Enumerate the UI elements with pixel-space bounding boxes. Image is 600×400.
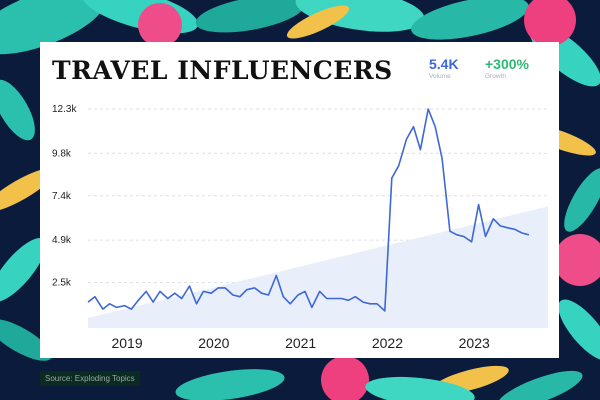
y-axis-ticks: 2.5k 4.9k 7.4k 9.8k 12.3k xyxy=(52,104,77,289)
chart-title: TRAVEL INFLUENCERS xyxy=(52,56,393,85)
x-axis-ticks: 2019 2020 2021 2022 2023 xyxy=(111,335,490,351)
source-note: Source: Exploding Topics xyxy=(40,371,140,386)
volume-stat: 5.4K Volume xyxy=(429,56,459,80)
y-tick-label: 2.5k xyxy=(52,278,72,289)
trend-area xyxy=(88,206,548,328)
x-tick-label: 2021 xyxy=(285,335,316,351)
y-tick-label: 9.8k xyxy=(52,148,72,159)
y-tick-label: 12.3k xyxy=(52,104,77,115)
series-line xyxy=(87,108,530,312)
volume-value: 5.4K xyxy=(429,56,459,72)
volume-label: Volume xyxy=(429,73,451,80)
x-tick-label: 2020 xyxy=(198,335,229,351)
x-tick-label: 2023 xyxy=(459,335,490,351)
x-tick-label: 2019 xyxy=(111,335,142,351)
growth-value: +300% xyxy=(485,56,529,72)
x-tick-label: 2022 xyxy=(372,335,403,351)
y-tick-label: 4.9k xyxy=(52,235,72,246)
growth-label: Growth xyxy=(485,73,506,80)
y-tick-label: 7.4k xyxy=(52,191,72,202)
growth-stat: +300% Growth xyxy=(485,56,529,80)
